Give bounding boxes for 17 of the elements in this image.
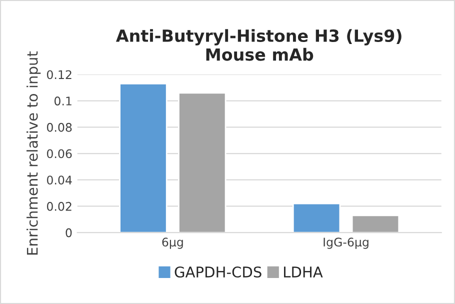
chart-title: Anti-Butyryl-Histone H3 (Lys9) Mouse mAb <box>116 29 402 61</box>
y-tick-label: 0.12 <box>46 70 72 80</box>
legend-label: LDHA <box>284 266 323 278</box>
y-tick-label: 0.1 <box>54 96 72 106</box>
bar <box>351 214 400 233</box>
bar <box>292 202 341 233</box>
y-tick-label: 0.04 <box>46 176 72 185</box>
legend-label: GAPDH-CDS <box>174 266 262 278</box>
y-tick-label: 0.02 <box>46 202 72 211</box>
y-tick-label: 0 <box>66 228 72 238</box>
y-tick-label: 0.06 <box>46 149 72 158</box>
y-axis-title: Enrichment relative to input <box>26 51 41 255</box>
x-tick-label: IgG-6μg <box>324 238 368 249</box>
y-tick-label: 0.08 <box>46 122 72 132</box>
bar <box>119 83 168 233</box>
x-tick-label: 6μg <box>162 238 183 249</box>
bar <box>178 92 226 233</box>
